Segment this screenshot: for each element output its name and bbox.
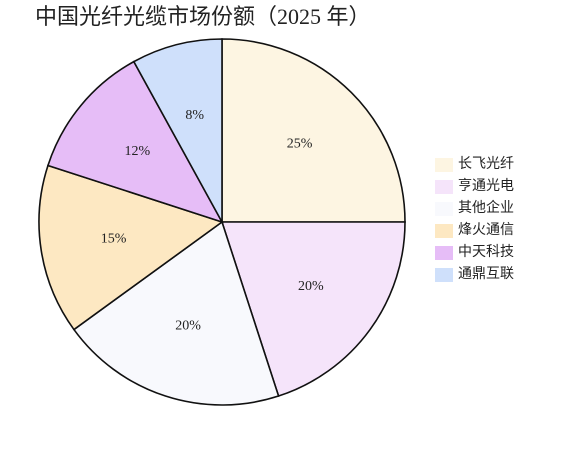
legend-label: 亨通光电 [458,177,514,194]
legend-swatch [435,202,453,216]
legend-swatch [435,224,453,238]
legend-label: 中天科技 [458,244,514,260]
slice-label: 25% [287,137,313,152]
pie-slice [72,220,280,406]
pie-slice [132,38,223,223]
slice-label: 20% [175,319,201,334]
legend-swatch [435,246,453,260]
pie-slice [38,164,224,331]
pie-slice [220,221,406,398]
slice-label: 8% [185,108,204,123]
legend-swatch [435,268,453,282]
legend-label: 烽火通信 [458,222,514,238]
slice-label: 15% [101,231,127,246]
legend-label: 其他企业 [458,199,514,216]
legend-label: 通鼎互联 [458,266,514,282]
legend-label: 长飞光纤 [458,156,514,172]
pie-slice [221,38,406,223]
slice-label: 20% [298,279,324,294]
pie-slice [46,60,224,224]
legend-swatch [435,158,453,172]
legend-swatch [435,180,453,194]
chart-title: 中国光纤光缆市场份额（2025 年） [35,4,371,29]
slice-label: 12% [125,144,151,159]
